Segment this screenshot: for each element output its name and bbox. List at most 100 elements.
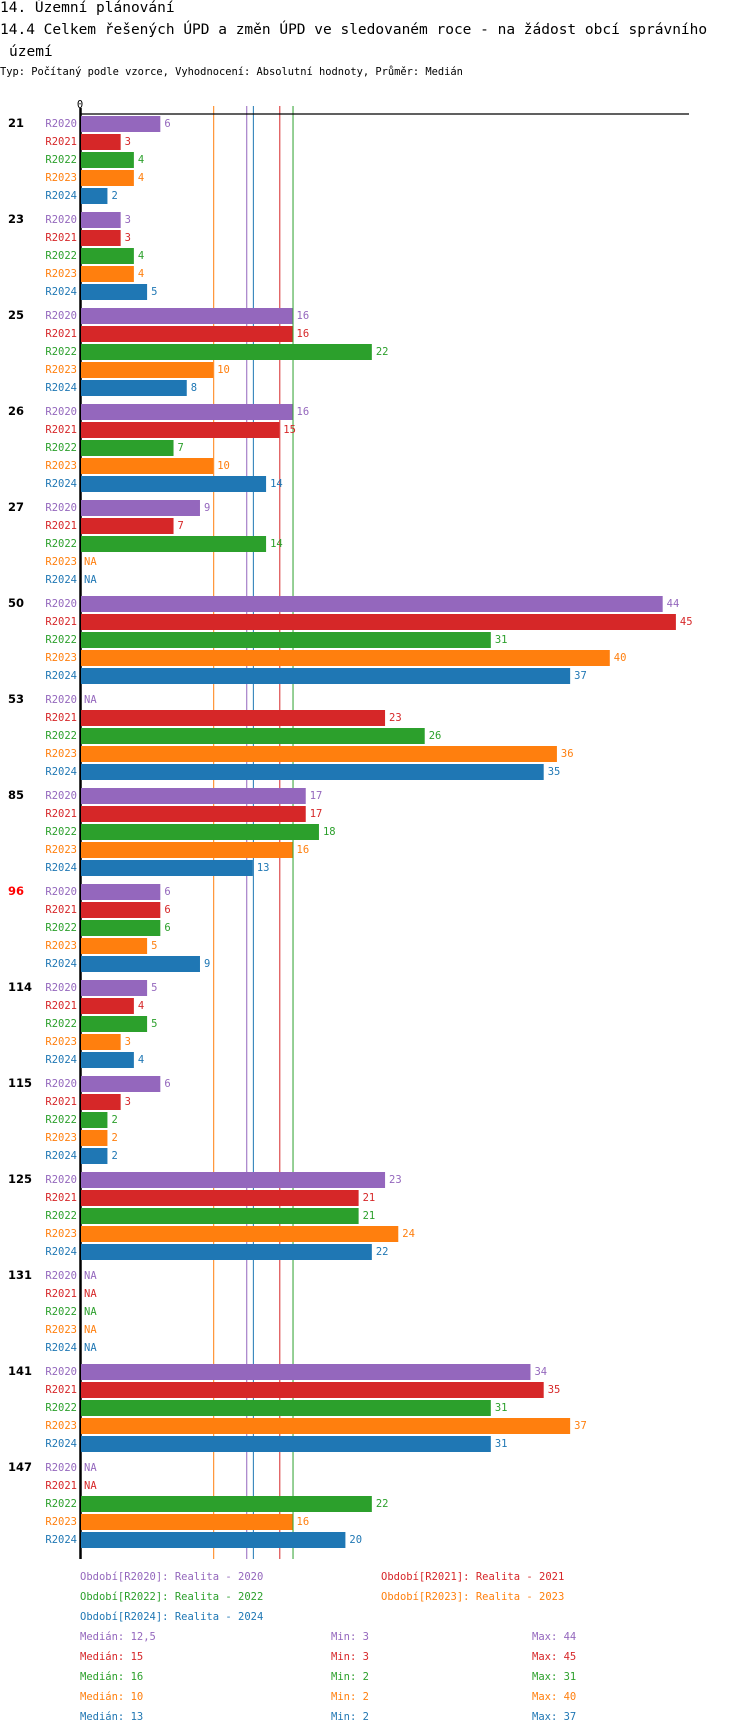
bar-R2023: [81, 170, 134, 186]
bar-R2022: [81, 1016, 148, 1032]
bar-R2022: [81, 728, 425, 744]
series-label: R2020: [45, 694, 77, 706]
bar-R2024: [81, 1148, 108, 1164]
bar-R2022: [81, 824, 319, 840]
series-label: R2022: [45, 250, 77, 262]
series-label: R2024: [45, 574, 77, 586]
series-label: R2023: [45, 364, 77, 376]
bar-R2021: [81, 806, 306, 822]
data-label: 31: [495, 1438, 508, 1450]
bar-R2021: [81, 1382, 544, 1398]
series-label: R2020: [45, 1366, 77, 1378]
category-label: 21: [8, 116, 24, 130]
data-label: 4: [138, 154, 144, 166]
data-label: 22: [376, 346, 389, 358]
data-label: 37: [574, 1420, 587, 1432]
series-label: R2021: [45, 1096, 77, 1108]
data-label: 3: [125, 232, 131, 244]
category-label: 85: [8, 788, 24, 802]
bar-R2024: [81, 476, 267, 492]
bar-R2023: [81, 650, 610, 666]
data-label: 16: [297, 328, 310, 340]
min-stat: Min: 2: [331, 1711, 369, 1723]
data-label: 37: [574, 670, 587, 682]
max-stat: Max: 37: [532, 1711, 576, 1723]
data-label: 22: [376, 1246, 389, 1258]
series-label: R2023: [45, 940, 77, 952]
bar-R2020: [81, 308, 293, 324]
data-label: 5: [151, 982, 157, 994]
bar-R2024: [81, 1436, 491, 1452]
data-label: 44: [667, 598, 680, 610]
data-label: 22: [376, 1498, 389, 1510]
series-label: R2020: [45, 886, 77, 898]
series-label: R2024: [45, 1054, 77, 1066]
bar-R2021: [81, 134, 121, 150]
bar-R2020: [81, 116, 161, 132]
data-label: 34: [534, 1366, 547, 1378]
data-label: 35: [548, 766, 561, 778]
bar-R2022: [81, 1496, 372, 1512]
bar-R2021: [81, 902, 161, 918]
series-label: R2023: [45, 556, 77, 568]
data-label: 4: [138, 1000, 144, 1012]
data-label: 7: [178, 442, 184, 454]
series-label: R2022: [45, 346, 77, 358]
bar-R2021: [81, 710, 386, 726]
series-label: R2024: [45, 1438, 77, 1450]
bar-R2020: [81, 1172, 386, 1188]
median-stat: Medián: 12,5: [80, 1631, 156, 1643]
series-label: R2022: [45, 1498, 77, 1510]
bar-R2021: [81, 518, 174, 534]
bar-R2022: [81, 1400, 491, 1416]
data-label: 6: [164, 1078, 170, 1090]
min-stat: Min: 3: [331, 1631, 369, 1643]
series-label: R2020: [45, 1078, 77, 1090]
legend-item: Období[R2024]: Realita - 2024: [80, 1611, 263, 1623]
category-label: 141: [8, 1364, 32, 1378]
series-label: R2024: [45, 958, 77, 970]
max-stat: Max: 44: [532, 1631, 576, 1643]
data-label: 16: [297, 310, 310, 322]
series-label: R2021: [45, 1192, 77, 1204]
data-label: 9: [204, 958, 210, 970]
legend-item: Období[R2020]: Realita - 2020: [80, 1571, 263, 1583]
data-label: 3: [125, 1096, 131, 1108]
series-label: R2021: [45, 1288, 77, 1300]
category-label: 131: [8, 1268, 32, 1282]
max-stat: Max: 45: [532, 1651, 576, 1663]
series-label: R2020: [45, 982, 77, 994]
series-label: R2023: [45, 460, 77, 472]
legend-item: Období[R2021]: Realita - 2021: [381, 1571, 564, 1583]
category-label: 96: [8, 884, 24, 898]
na-label: NA: [84, 1342, 97, 1354]
data-label: 16: [297, 1516, 310, 1528]
category-label: 26: [8, 404, 24, 418]
category-label: 53: [8, 692, 24, 706]
median-stat: Medián: 16: [80, 1671, 143, 1683]
min-stat: Min: 2: [331, 1671, 369, 1683]
series-label: R2024: [45, 478, 77, 490]
data-label: 21: [363, 1192, 376, 1204]
series-label: R2021: [45, 1384, 77, 1396]
category-label: 27: [8, 500, 24, 514]
bar-R2023: [81, 842, 293, 858]
bar-R2021: [81, 1190, 359, 1206]
bar-R2022: [81, 1208, 359, 1224]
bar-R2023: [81, 458, 214, 474]
bar-R2024: [81, 380, 187, 396]
series-label: R2024: [45, 1534, 77, 1546]
series-label: R2020: [45, 118, 77, 130]
data-label: 23: [389, 1174, 402, 1186]
bar-R2024: [81, 188, 108, 204]
legend-item: Období[R2022]: Realita - 2022: [80, 1591, 263, 1603]
data-label: 16: [297, 844, 310, 856]
series-label: R2020: [45, 790, 77, 802]
data-label: 18: [323, 826, 336, 838]
category-label: 125: [8, 1172, 32, 1186]
bar-R2020: [81, 788, 306, 804]
data-label: 2: [111, 1150, 117, 1162]
series-label: R2020: [45, 1174, 77, 1186]
bar-R2022: [81, 632, 491, 648]
data-label: 4: [138, 268, 144, 280]
